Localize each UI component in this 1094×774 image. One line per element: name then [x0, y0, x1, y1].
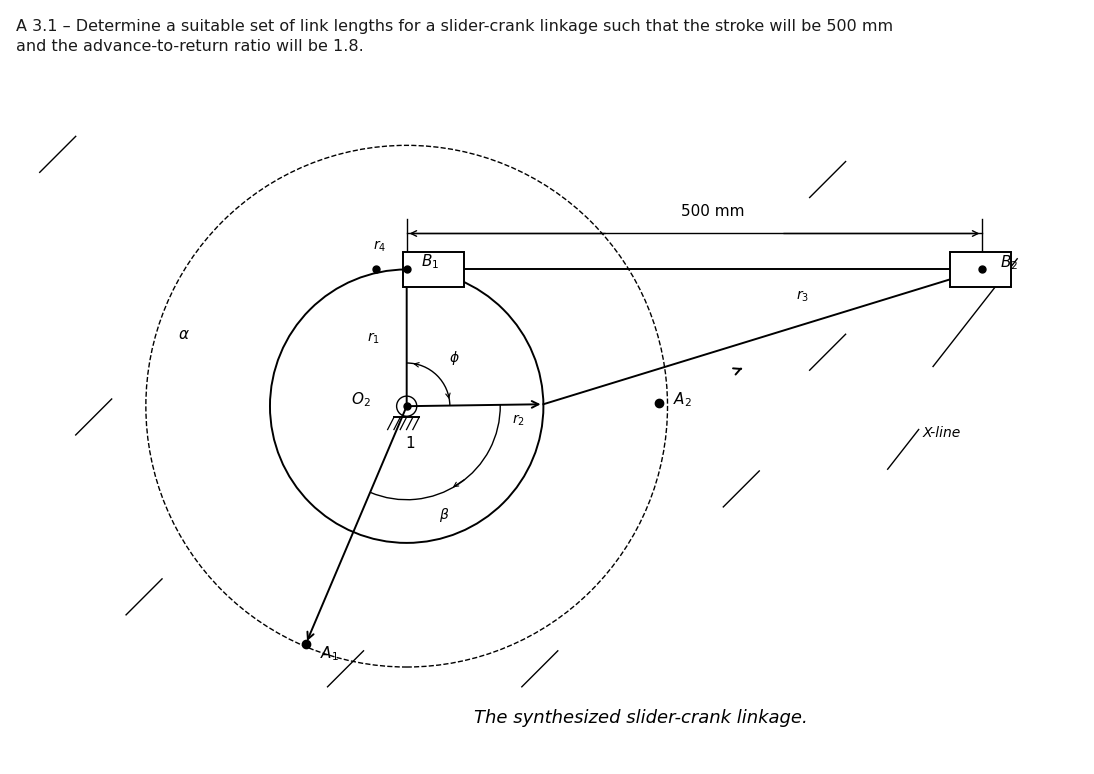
Bar — [950, 252, 1011, 286]
Text: $\alpha$: $\alpha$ — [177, 327, 189, 342]
Text: $r_3$: $r_3$ — [796, 289, 808, 304]
Bar — [403, 252, 464, 286]
Text: $A_1$: $A_1$ — [321, 644, 339, 663]
Text: $\phi$: $\phi$ — [450, 348, 461, 367]
Text: $A_2$: $A_2$ — [673, 390, 691, 409]
Text: $r_1$: $r_1$ — [366, 330, 380, 345]
Text: $r_4$: $r_4$ — [373, 238, 386, 254]
Text: $O_2$: $O_2$ — [351, 390, 371, 409]
Text: A 3.1 – Determine a suitable set of link lengths for a slider-crank linkage such: A 3.1 – Determine a suitable set of link… — [16, 19, 894, 54]
Text: $B_1$: $B_1$ — [421, 252, 440, 271]
Text: 1: 1 — [406, 436, 415, 450]
Text: $r_2$: $r_2$ — [512, 413, 525, 427]
Text: $B_2$: $B_2$ — [1000, 254, 1019, 272]
Text: The synthesized slider-crank linkage.: The synthesized slider-crank linkage. — [474, 709, 807, 727]
Text: X-line: X-line — [922, 426, 961, 440]
Text: $\beta$: $\beta$ — [439, 506, 450, 524]
Text: 500 mm: 500 mm — [680, 204, 744, 219]
